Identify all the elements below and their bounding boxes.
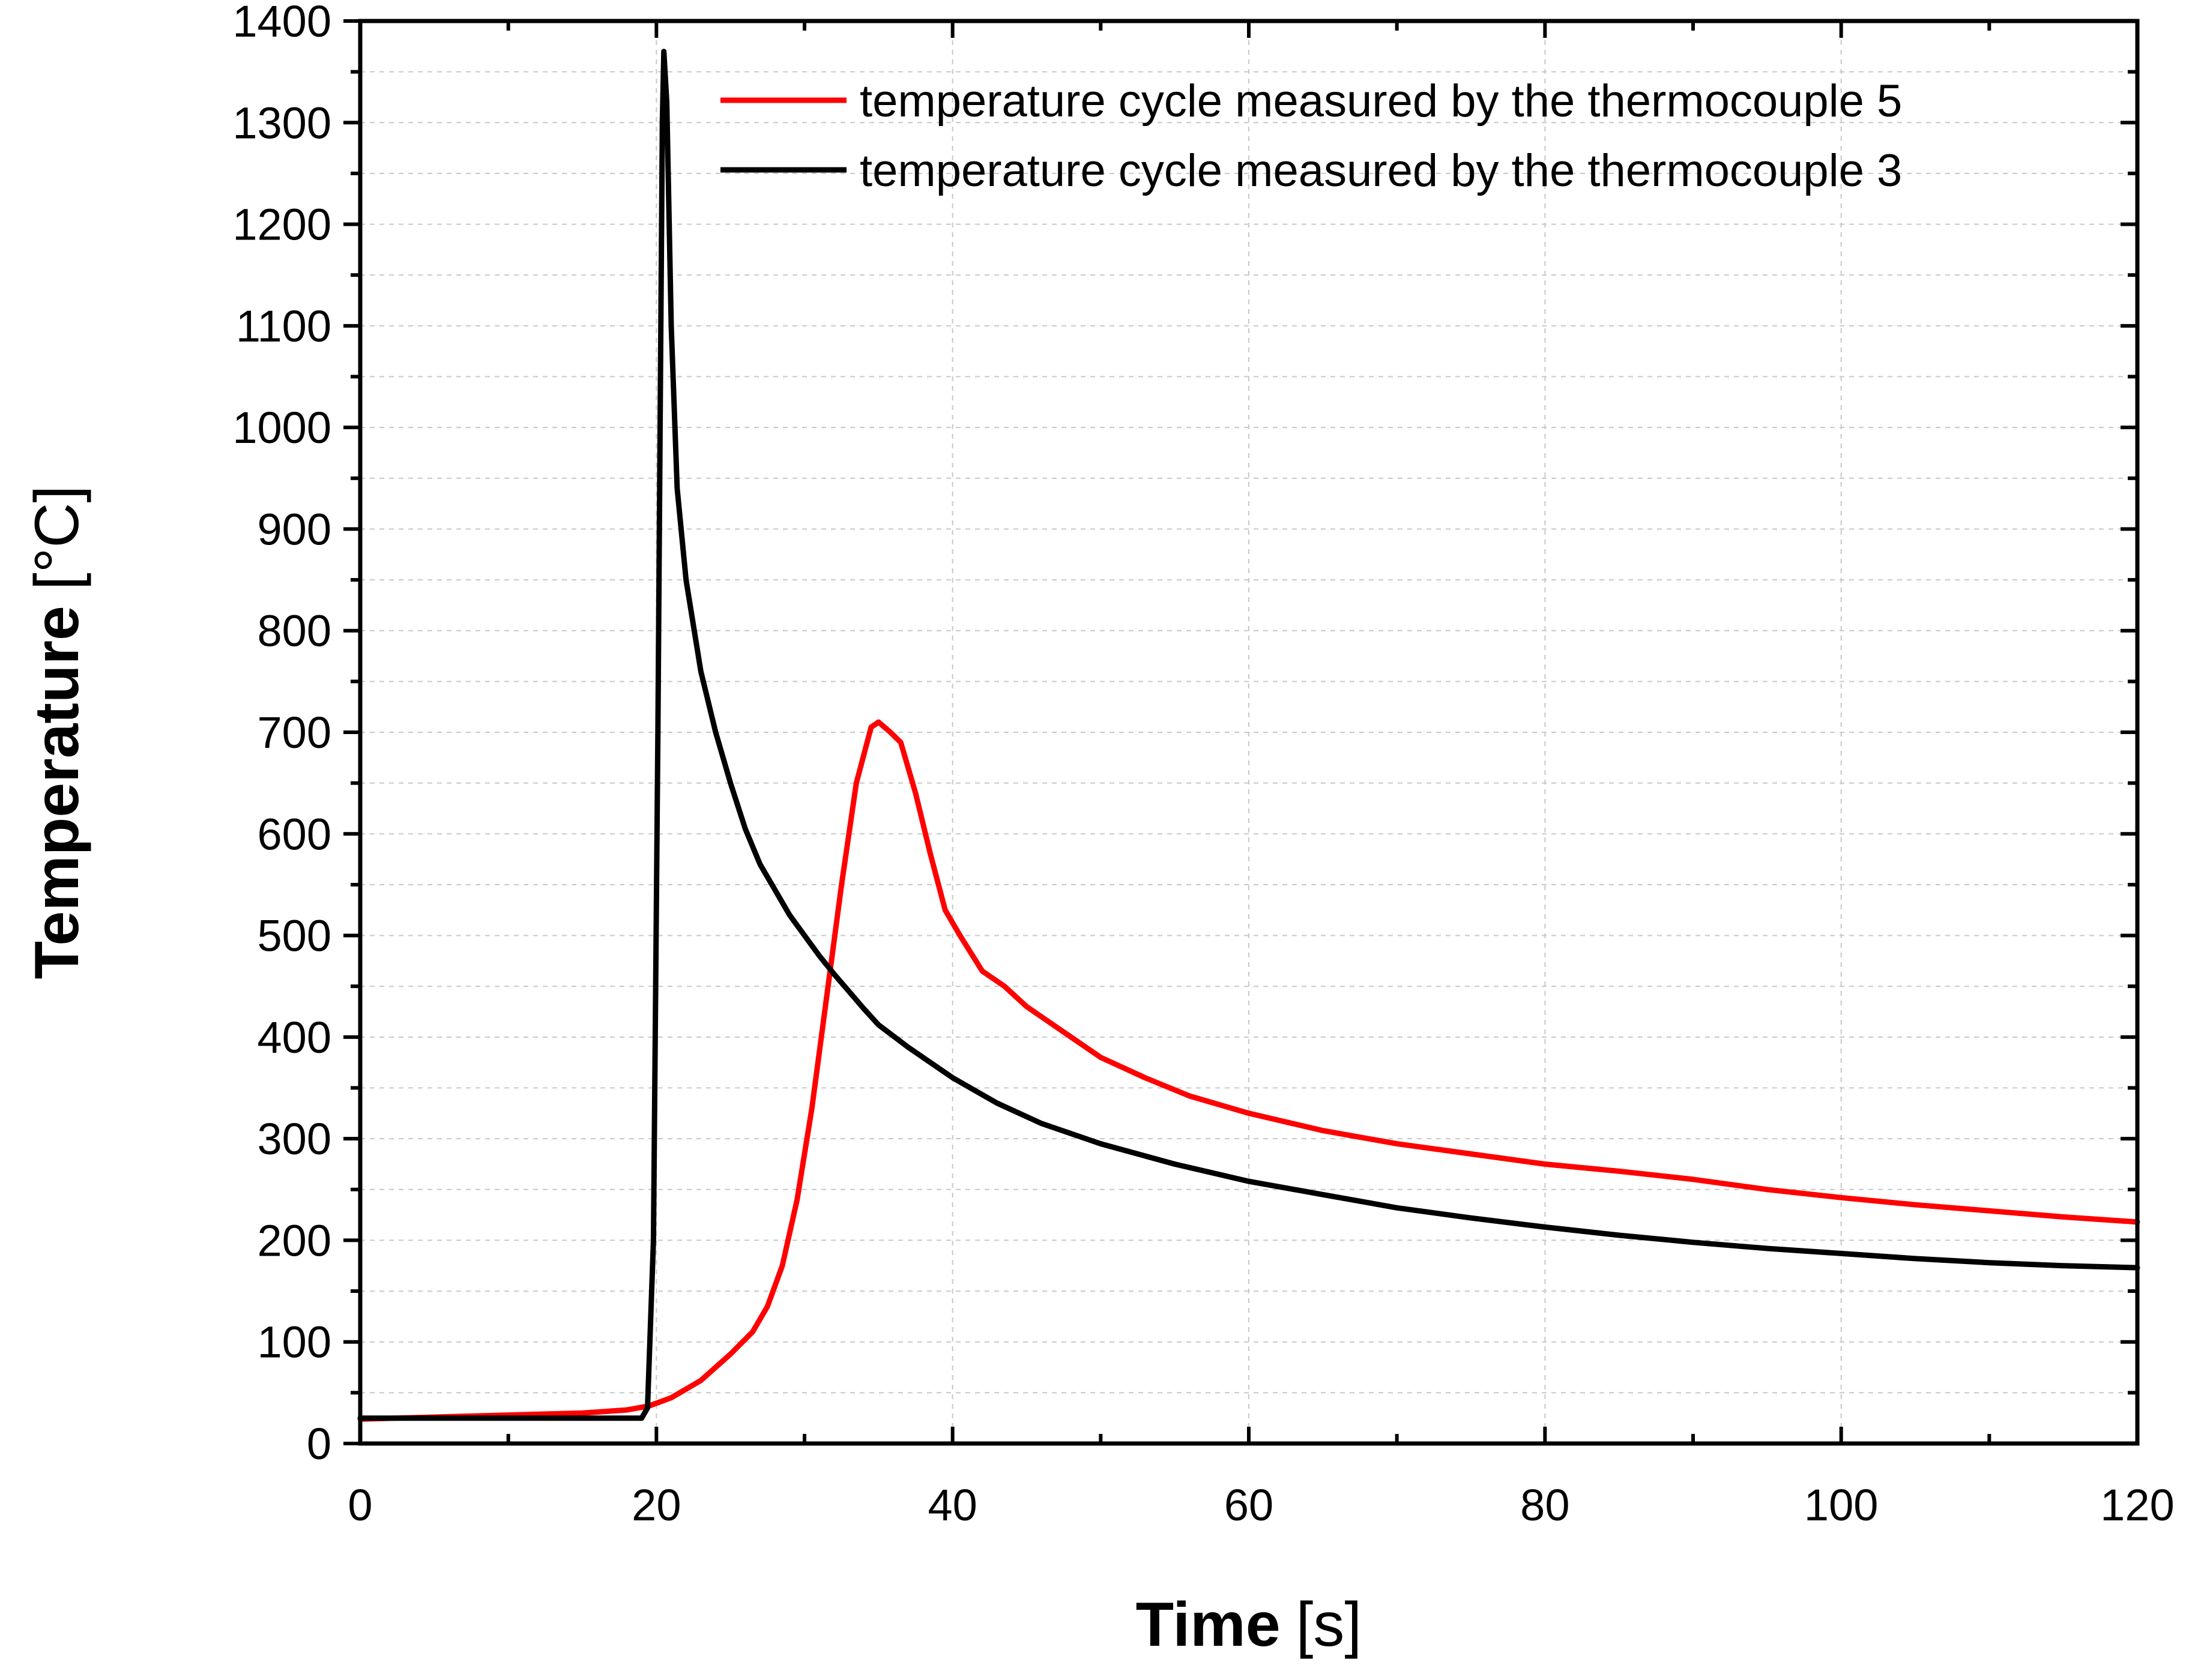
y-tick-label: 300 bbox=[258, 1114, 331, 1164]
x-axis-label: Time bbox=[1136, 1590, 1281, 1660]
y-axis-title: Temperature [°C] bbox=[22, 486, 92, 980]
y-tick-label: 800 bbox=[258, 606, 331, 656]
y-tick-label: 0 bbox=[307, 1419, 331, 1469]
x-tick-label: 40 bbox=[928, 1480, 977, 1530]
x-tick-label: 120 bbox=[2100, 1480, 2174, 1530]
y-tick-label: 1100 bbox=[236, 301, 331, 351]
x-tick-label: 0 bbox=[348, 1480, 372, 1530]
y-tick-label: 1400 bbox=[232, 0, 331, 46]
legend-label-series-1: temperature cycle measured by the thermo… bbox=[860, 76, 1902, 127]
series-line-1 bbox=[357, 719, 2140, 1422]
y-tick-label: 1000 bbox=[232, 403, 331, 453]
grid bbox=[360, 20, 2137, 1444]
x-axis-title: Time [s] bbox=[1136, 1590, 1362, 1660]
x-tick-label: 60 bbox=[1224, 1480, 1273, 1530]
y-tick-label: 700 bbox=[258, 708, 331, 757]
y-tick-label: 1300 bbox=[232, 98, 331, 148]
y-axis-label: Temperature bbox=[22, 606, 92, 979]
y-tick-label: 500 bbox=[258, 911, 331, 961]
x-axis-unit: [s] bbox=[1296, 1590, 1362, 1660]
y-tick-label: 100 bbox=[258, 1317, 331, 1367]
ticks bbox=[343, 19, 2139, 1445]
series-line-2 bbox=[357, 49, 2140, 1421]
y-tick-label: 900 bbox=[258, 504, 331, 554]
x-tick-label: 20 bbox=[632, 1480, 681, 1530]
x-tick-label: 100 bbox=[1804, 1480, 1878, 1530]
x-tick-label: 80 bbox=[1520, 1480, 1569, 1530]
y-axis-unit: [°C] bbox=[22, 486, 92, 590]
tick-labels: 0 20 40 60 80 100 1200100200300400500600700800… bbox=[232, 0, 2174, 1530]
legend-label-series-2: temperature cycle measured by the thermo… bbox=[860, 145, 1902, 196]
y-tick-label: 400 bbox=[258, 1013, 331, 1062]
series-layer bbox=[357, 49, 2140, 1422]
legend: temperature cycle measured by the thermo… bbox=[720, 76, 1902, 196]
y-tick-label: 600 bbox=[258, 809, 331, 859]
y-tick-label: 200 bbox=[258, 1215, 331, 1265]
y-tick-label: 1200 bbox=[232, 200, 331, 250]
